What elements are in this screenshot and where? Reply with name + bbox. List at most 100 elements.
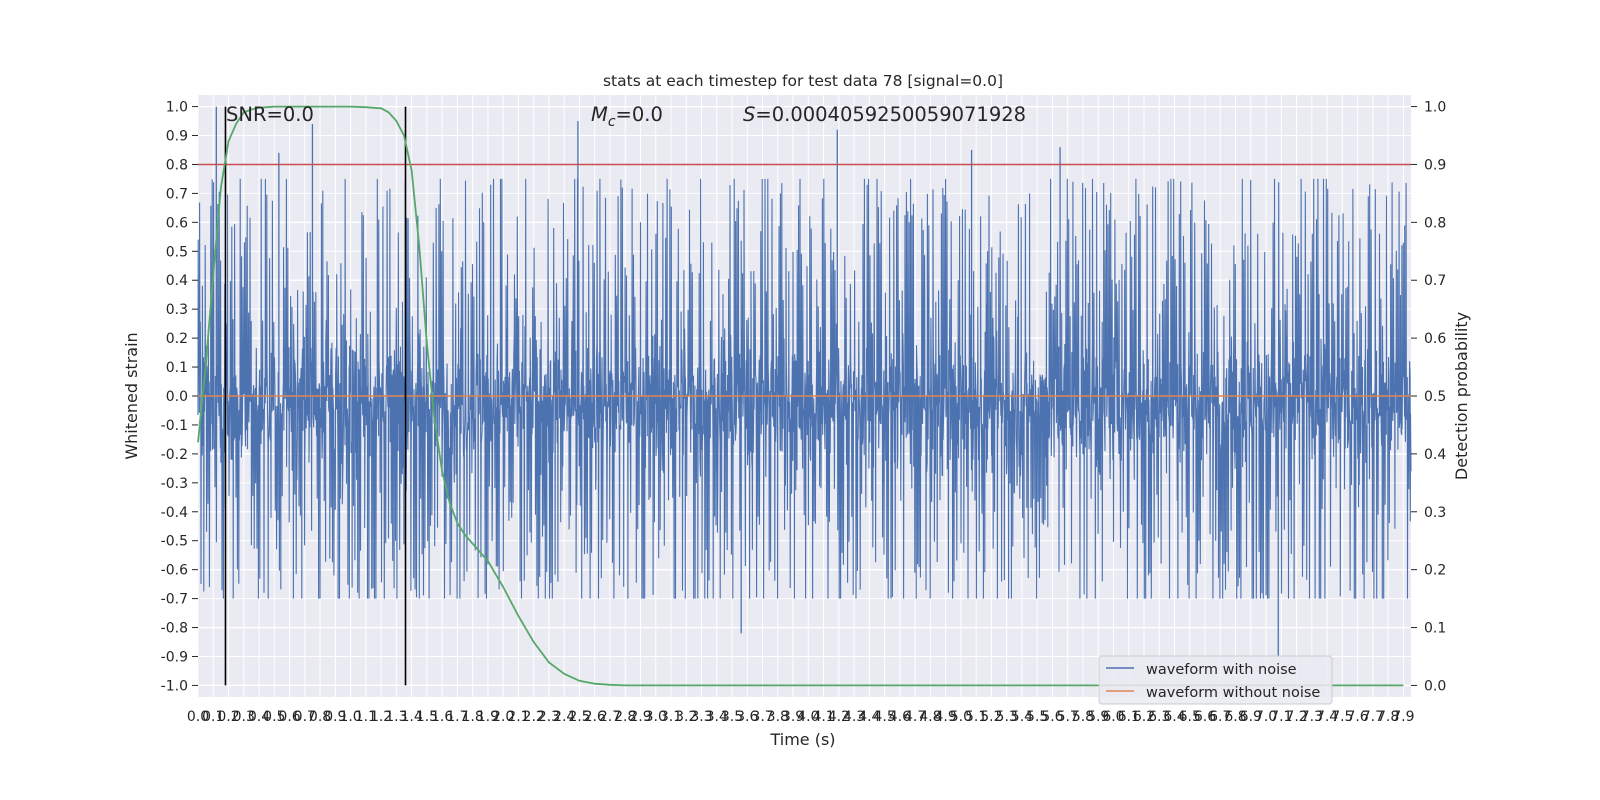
y-tick-label: -0.5 <box>161 534 188 550</box>
x-tick-label: 6.5 <box>1179 709 1201 725</box>
y2-tick-label: 0.0 <box>1424 678 1446 694</box>
y-tick-label: -0.9 <box>161 649 188 665</box>
chart-title: stats at each timestep for test data 78 … <box>603 72 1003 90</box>
x-tick-label: 6.4 <box>1163 709 1185 725</box>
x-tick-label: 7.5 <box>1331 709 1353 725</box>
x-tick-label: 7.4 <box>1316 709 1338 725</box>
y-tick-label: -0.4 <box>161 505 188 521</box>
x-tick-label: 6.2 <box>1133 709 1155 725</box>
y2-tick-label: 0.7 <box>1424 273 1446 289</box>
x-tick-label: 7.1 <box>1270 709 1292 725</box>
legend: waveform with noise waveform without noi… <box>1098 655 1333 705</box>
y-tick-label: 0.8 <box>166 157 188 173</box>
x-tick-label: 4.5 <box>873 709 895 725</box>
x-tick-label: 2.5 <box>568 709 590 725</box>
x-tick-label: 7.9 <box>1392 709 1414 725</box>
s-symbol: S <box>743 103 755 126</box>
x-tick-label: 0.6 <box>278 709 300 725</box>
y-tick-label: 0.5 <box>166 244 188 260</box>
x-tick-label: 2.0 <box>492 709 514 725</box>
y-tick-label: -1.0 <box>161 678 188 694</box>
x-axis-label: Time (s) <box>769 730 835 749</box>
noisy-waveform-series <box>197 106 1412 657</box>
x-tick-label: 4.1 <box>812 709 834 725</box>
x-tick-label: 3.0 <box>645 709 667 725</box>
x-tick-label: 0.7 <box>294 709 316 725</box>
y-tick-label: 0.3 <box>166 302 188 318</box>
x-tick-label: 3.9 <box>782 709 804 725</box>
y-tick-label: 0.6 <box>166 215 188 231</box>
x-tick-label: 5.6 <box>1041 709 1063 725</box>
x-tick-label: 2.1 <box>507 709 529 725</box>
y2-tick-label: 0.3 <box>1424 505 1446 521</box>
x-tick-label: 6.0 <box>1102 709 1124 725</box>
y-tick-label: -0.1 <box>161 418 188 434</box>
x-tick-label: 0.5 <box>263 709 285 725</box>
x-tick-label: 1.4 <box>400 709 422 725</box>
y-tick-label: -0.2 <box>161 447 188 463</box>
x-tick-label: 3.3 <box>690 709 712 725</box>
x-tick-label: 6.9 <box>1240 709 1262 725</box>
x-tick-label: 3.6 <box>736 709 758 725</box>
x-tick-label: 7.0 <box>1255 709 1277 725</box>
x-tick-label: 1.3 <box>385 709 407 725</box>
s-annotation: S=0.0004059250059071928 <box>743 103 1026 126</box>
noisy-waveform-line <box>197 178 1412 599</box>
x-tick-label: 0.8 <box>309 709 331 725</box>
s-value: =0.0004059250059071928 <box>755 103 1026 126</box>
x-tick-label: 2.4 <box>553 709 575 725</box>
legend-label-clean: waveform without noise <box>1146 685 1320 701</box>
x-tick-label: 6.6 <box>1194 709 1216 725</box>
mc-annotation: Mc=0.0 <box>591 103 663 130</box>
x-tick-label: 0.9 <box>324 709 346 725</box>
x-tick-label: 1.8 <box>462 709 484 725</box>
x-tick-label: 4.7 <box>904 709 926 725</box>
x-tick-label: 6.3 <box>1148 709 1170 725</box>
x-tick-label: 5.3 <box>996 709 1018 725</box>
y2-tick-label: 0.2 <box>1424 563 1446 579</box>
x-tick-label: 3.5 <box>721 709 743 725</box>
x-tick-label: 0.1 <box>202 709 224 725</box>
y-tick-label: 0.0 <box>166 389 188 405</box>
x-tick-label: 1.0 <box>339 709 361 725</box>
x-tick-label: 4.6 <box>889 709 911 725</box>
y-tick-label: 0.4 <box>166 273 188 289</box>
x-tick-label: 3.2 <box>675 709 697 725</box>
x-tick-label: 3.4 <box>706 709 728 725</box>
x-tick-label: 7.3 <box>1301 709 1323 725</box>
x-tick-label: 1.6 <box>431 709 453 725</box>
x-tick-label: 3.1 <box>660 709 682 725</box>
y2-tick-label: 0.5 <box>1424 389 1446 405</box>
x-tick-label: 4.8 <box>919 709 941 725</box>
snr-annotation: SNR=0.0 <box>226 103 314 126</box>
y-tick-label: -0.7 <box>161 592 188 608</box>
y-axis-label: Whitened strain <box>122 332 141 459</box>
x-tick-label: 2.3 <box>538 709 560 725</box>
x-tick-label: 1.1 <box>355 709 377 725</box>
overlay-lines <box>197 105 1411 687</box>
y2-tick-label: 0.8 <box>1424 215 1446 231</box>
mc-symbol: M <box>591 103 608 126</box>
x-tick-label: 5.5 <box>1026 709 1048 725</box>
y-tick-labels: 1.0 0.9 0.8 0.7 0.6 0.5 0.4 0.3 0.2 0.1 0.0 -0.1 -0.… <box>161 100 198 694</box>
x-tick-label: 7.8 <box>1377 709 1399 725</box>
y-tick-label: -0.6 <box>161 563 188 579</box>
x-tick-label: 1.5 <box>416 709 438 725</box>
legend-box <box>1098 655 1333 705</box>
y2-tick-label: 0.6 <box>1424 331 1446 347</box>
y2-tick-label: 1.0 <box>1424 100 1446 116</box>
x-tick-label: 4.0 <box>797 709 819 725</box>
mc-subscript: c <box>608 114 616 130</box>
x-tick-label: 7.6 <box>1346 709 1368 725</box>
y2-tick-labels: 1.0 0.9 0.8 0.7 0.6 0.5 0.4 0.3 0.2 0.1 0.0 <box>1411 100 1446 694</box>
x-tick-label: 0.2 <box>217 709 239 725</box>
x-tick-label: 6.8 <box>1224 709 1246 725</box>
x-tick-label: 2.8 <box>614 709 636 725</box>
y2-tick-label: 0.4 <box>1424 447 1446 463</box>
x-tick-label: 7.7 <box>1362 709 1384 725</box>
x-tick-label: 5.0 <box>950 709 972 725</box>
x-tick-label: 2.9 <box>629 709 651 725</box>
mc-value: =0.0 <box>616 103 663 126</box>
x-tick-label: 1.2 <box>370 709 392 725</box>
